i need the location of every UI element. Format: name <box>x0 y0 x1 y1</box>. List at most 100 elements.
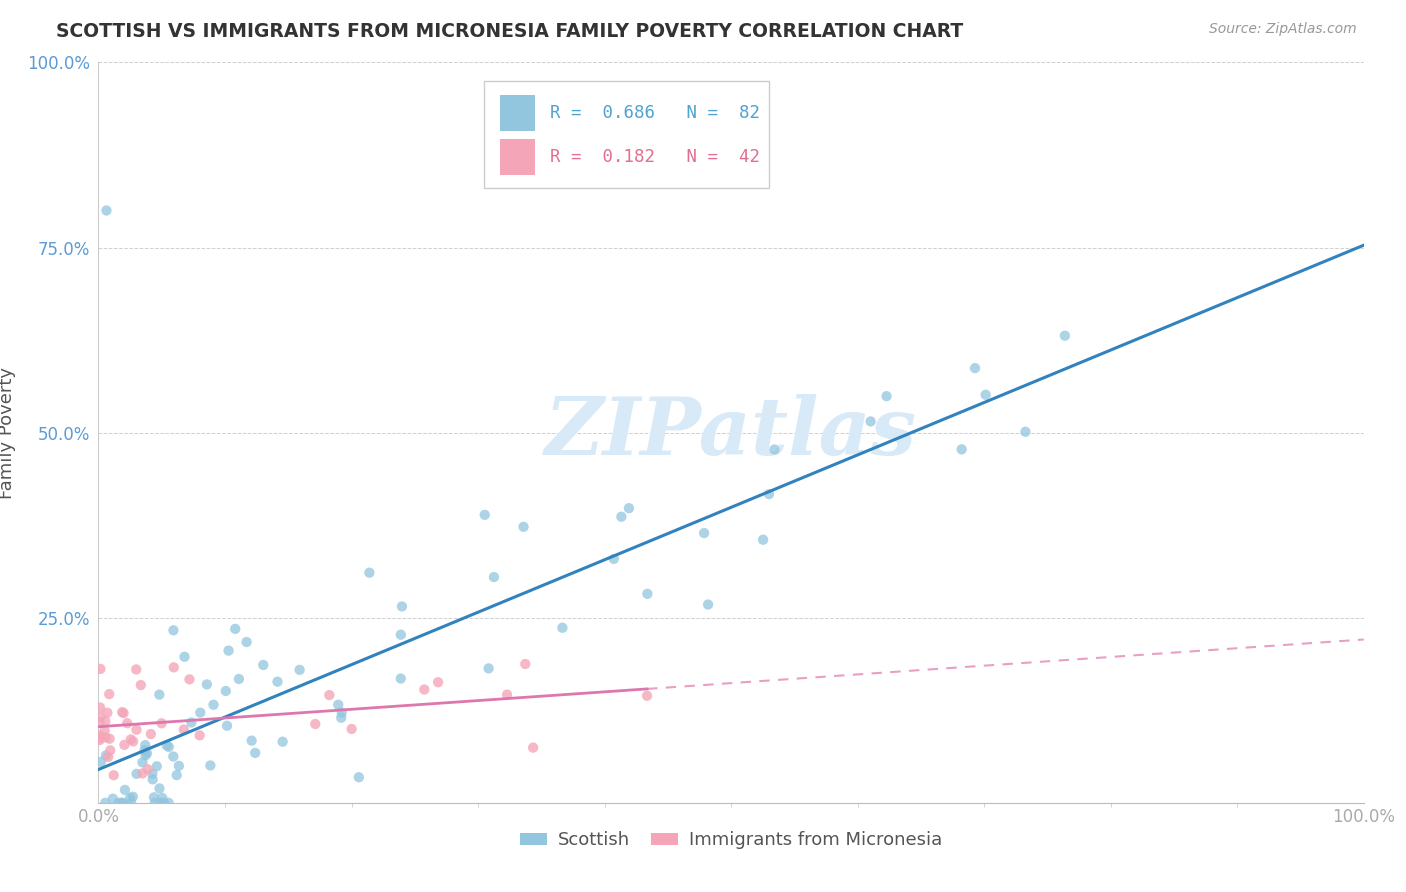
Point <box>96 203 118 218</box>
Bar <box>499 139 534 175</box>
Point <box>195 677 218 691</box>
Point <box>139 727 162 741</box>
Point <box>150 790 173 805</box>
Point <box>288 663 311 677</box>
Point <box>215 684 238 698</box>
Point <box>330 706 353 720</box>
Point <box>125 767 148 781</box>
Point <box>136 762 159 776</box>
Text: R =  0.686   N =  82: R = 0.686 N = 82 <box>550 103 761 122</box>
Point <box>215 719 238 733</box>
Point <box>859 414 882 428</box>
Y-axis label: Family Poverty: Family Poverty <box>0 367 15 499</box>
Point <box>950 442 973 457</box>
Point <box>271 734 294 748</box>
Point <box>89 710 111 724</box>
Point <box>974 388 997 402</box>
Text: Source: ZipAtlas.com: Source: ZipAtlas.com <box>1209 22 1357 37</box>
Point <box>89 700 111 714</box>
Point <box>142 772 165 787</box>
Point <box>224 622 246 636</box>
Point <box>474 508 496 522</box>
Point <box>150 716 173 731</box>
Point <box>129 678 152 692</box>
Point <box>617 501 640 516</box>
Point <box>636 587 658 601</box>
Point <box>94 748 117 763</box>
Point <box>245 746 267 760</box>
Point <box>157 796 180 810</box>
Point <box>89 733 111 747</box>
Point <box>389 672 412 686</box>
Point <box>963 361 986 376</box>
Point <box>173 649 195 664</box>
Point <box>89 662 111 676</box>
Point <box>131 756 153 770</box>
Point <box>134 743 156 757</box>
Point <box>328 698 350 712</box>
Point <box>157 739 180 754</box>
Point <box>167 759 190 773</box>
Point <box>252 657 274 672</box>
Point <box>93 723 115 738</box>
Point <box>1014 425 1036 439</box>
Point <box>413 682 436 697</box>
Point <box>162 749 184 764</box>
Point <box>496 688 519 702</box>
Point <box>188 706 211 720</box>
Point <box>763 442 786 457</box>
Point <box>136 746 159 760</box>
Point <box>235 635 257 649</box>
Point <box>166 768 188 782</box>
Point <box>111 796 134 810</box>
Point <box>153 796 176 810</box>
Point <box>347 770 370 784</box>
Point <box>391 599 413 614</box>
Point <box>143 796 166 810</box>
Point <box>117 716 139 731</box>
Point <box>478 661 501 675</box>
Point <box>512 520 534 534</box>
Point <box>603 552 626 566</box>
Point <box>120 732 142 747</box>
Point <box>94 731 117 745</box>
Point <box>304 717 326 731</box>
Point <box>752 533 775 547</box>
Text: SCOTTISH VS IMMIGRANTS FROM MICRONESIA FAMILY POVERTY CORRELATION CHART: SCOTTISH VS IMMIGRANTS FROM MICRONESIA F… <box>56 22 963 41</box>
Point <box>218 643 240 657</box>
Point <box>120 791 142 805</box>
Point <box>697 598 720 612</box>
Point <box>111 796 134 810</box>
FancyBboxPatch shape <box>484 81 769 188</box>
Point <box>143 790 166 805</box>
Point <box>482 570 505 584</box>
Point <box>180 715 202 730</box>
Point <box>156 739 179 753</box>
Point <box>103 768 125 782</box>
Point <box>94 714 117 728</box>
Point <box>98 687 121 701</box>
Point <box>240 733 263 747</box>
Point <box>340 722 363 736</box>
Point <box>112 706 135 720</box>
Point <box>876 389 898 403</box>
Legend: Scottish, Immigrants from Micronesia: Scottish, Immigrants from Micronesia <box>512 824 950 856</box>
Point <box>101 791 124 805</box>
Point <box>610 509 633 524</box>
Point <box>112 738 135 752</box>
Point <box>89 729 111 743</box>
Point <box>96 706 118 720</box>
Point <box>131 766 153 780</box>
Point <box>188 728 211 742</box>
Point <box>141 766 163 780</box>
Point <box>551 621 574 635</box>
Point <box>111 705 134 719</box>
Point <box>98 743 121 757</box>
Point <box>330 711 353 725</box>
Bar <box>499 95 534 130</box>
Point <box>758 487 780 501</box>
Point <box>693 526 716 541</box>
Point <box>121 789 143 804</box>
Point <box>266 674 288 689</box>
Point <box>522 740 544 755</box>
